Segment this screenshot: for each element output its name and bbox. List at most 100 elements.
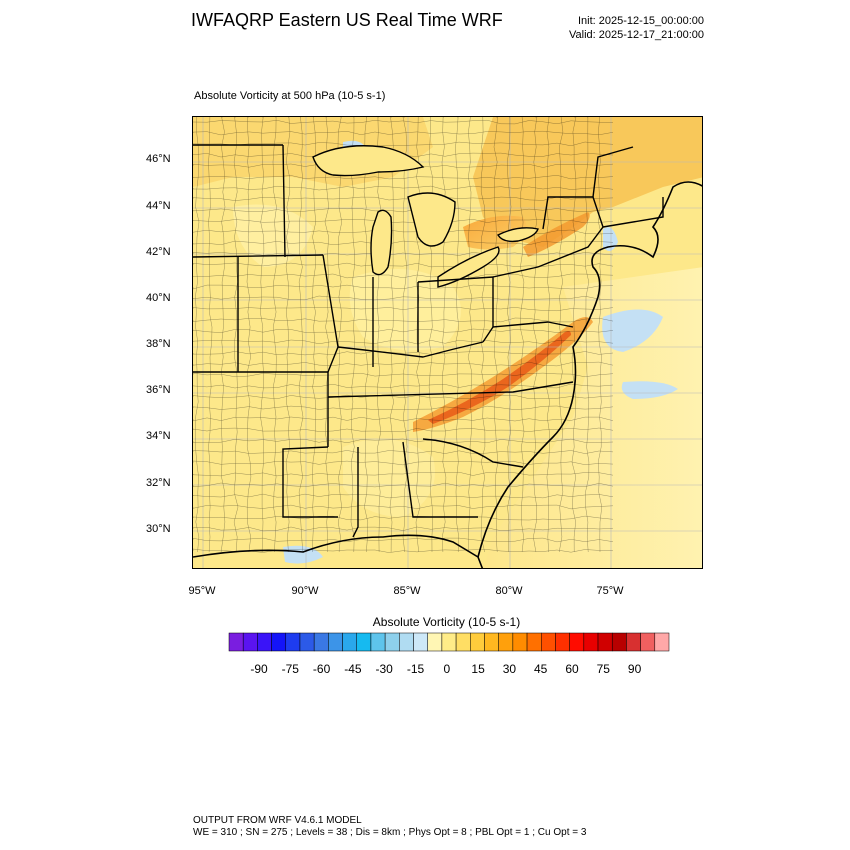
colorbar-swatch (427, 632, 443, 652)
county-line (193, 350, 614, 356)
colorbar-swatch (271, 632, 287, 652)
county-line (193, 208, 614, 213)
colorbar-swatch (654, 632, 670, 652)
negative-patch-gulf (283, 545, 323, 564)
county-line (193, 526, 614, 532)
county-line (376, 117, 381, 553)
county-line (193, 273, 614, 279)
county-line (193, 229, 614, 235)
lon-label: 75°W (596, 585, 624, 597)
county-line (193, 416, 614, 422)
county-line (337, 117, 342, 553)
colorbar-swatch (257, 632, 272, 652)
county-line (193, 317, 614, 323)
colorbar-tick-label: -15 (406, 662, 425, 676)
county-line (193, 295, 614, 301)
county-line (193, 537, 614, 543)
colorbar-tick-label: -75 (281, 662, 299, 676)
negative-patch-ne (603, 227, 618, 251)
colorbar-swatch (441, 632, 457, 652)
colorbar-title: Absolute Vorticity (10-5 s-1) (372, 615, 521, 629)
colorbar-swatch (484, 632, 499, 652)
vorticity-map (192, 116, 703, 569)
colorbar-swatch (526, 632, 542, 652)
colorbar-tick-label: 15 (471, 662, 485, 676)
county-line (455, 117, 460, 553)
lake-huron (407, 192, 456, 247)
county-line (193, 361, 614, 367)
colorbar-swatch (342, 632, 357, 652)
north-high-field (473, 117, 702, 247)
great-lakes (312, 145, 539, 288)
lake-ontario (496, 227, 539, 243)
county-line (298, 117, 304, 553)
model-footer: OUTPUT FROM WRF V4.6.1 MODEL WE = 310 ; … (193, 815, 586, 839)
county-line (389, 117, 394, 553)
county-line (350, 117, 355, 553)
colorbar-swatch (399, 632, 414, 652)
county-line (546, 117, 550, 553)
colorbar-tick-label: -30 (375, 662, 393, 676)
colorbar-swatch (470, 632, 485, 652)
coastline (193, 181, 702, 568)
colorbar-swatch (413, 632, 428, 652)
county-line (193, 482, 614, 488)
colorbar-swatch (370, 632, 386, 652)
county-line (193, 450, 614, 454)
vorticity-band-inner (428, 331, 571, 424)
county-boundaries (193, 117, 614, 553)
colorbar-swatch (541, 632, 556, 652)
colorbar-swatch (512, 632, 528, 652)
county-line (428, 117, 434, 553)
county-line (193, 219, 614, 224)
lat-label: 34°N (146, 430, 171, 442)
county-line (193, 515, 614, 521)
county-line (193, 185, 614, 191)
field-title: Absolute Vorticity at 500 hPa (10-5 s-1) (194, 90, 386, 102)
county-line (193, 504, 614, 510)
colorbar-swatch (242, 632, 258, 652)
lat-lon-grid (193, 117, 702, 568)
county-line (193, 394, 614, 399)
colorbar-swatch (498, 632, 514, 652)
colorbar-tick-label: -90 (250, 662, 268, 676)
colorbar-swatch (640, 632, 656, 652)
plot-title: IWFAQRP Eastern US Real Time WRF (191, 10, 503, 30)
county-line (285, 117, 291, 553)
colorbar-tick-label: 30 (502, 662, 517, 676)
county-line (506, 117, 512, 553)
county-line (260, 117, 265, 553)
county-line (402, 117, 408, 553)
county-line (193, 328, 614, 333)
county-line (220, 117, 226, 553)
county-line (193, 284, 614, 290)
time-info: Init: 2025-12-15_00:00:00 Valid: 2025-12… (569, 14, 704, 42)
colorbar-tick-label: -45 (344, 662, 362, 676)
colorbar-swatch (356, 632, 372, 652)
county-line (598, 117, 602, 553)
colorbar-swatch (597, 632, 613, 652)
county-line (480, 117, 486, 553)
colorbar-swatch (455, 632, 471, 652)
colorbar-tick-label: -60 (312, 662, 331, 676)
county-line (193, 307, 614, 311)
county-line (312, 117, 316, 553)
lat-label: 32°N (146, 477, 171, 489)
lat-label: 36°N (146, 384, 171, 396)
county-line (193, 493, 614, 499)
county-line (193, 141, 614, 147)
county-line (467, 117, 473, 553)
colorbar-swatch (313, 632, 329, 652)
colorbar-swatch (611, 632, 627, 652)
colorbar-tick-label: 0 (443, 662, 451, 676)
colorbar-swatch (299, 632, 315, 652)
lake-michigan (370, 209, 393, 276)
lake-erie (437, 246, 500, 288)
county-line (193, 438, 614, 444)
county-line (193, 175, 614, 180)
valid-time: Valid: 2025-12-17_21:00:00 (569, 29, 704, 41)
footer-line-2: WE = 310 ; SN = 275 ; Levels = 38 ; Dis … (193, 827, 587, 838)
colorbar-tick-label: 60 (565, 662, 579, 676)
county-line (193, 372, 614, 377)
lat-label: 38°N (146, 338, 171, 350)
